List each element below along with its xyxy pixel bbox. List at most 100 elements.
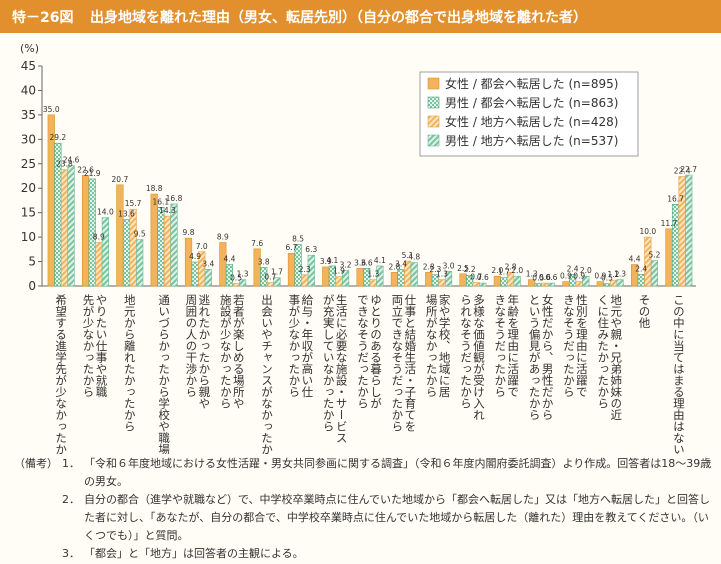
data-label: 9.5 (134, 230, 146, 239)
bar (425, 272, 433, 287)
data-label: 0.5 (230, 274, 242, 283)
category-label-text: きなそうだったから (493, 294, 507, 398)
legend-swatch (427, 77, 440, 90)
y-tick-label: 10 (21, 230, 36, 244)
bar (637, 273, 645, 287)
data-label: 10.0 (639, 227, 656, 236)
y-tick-label: 35 (21, 108, 36, 122)
category-label-text: 家や学校、地域に居 (438, 293, 452, 398)
data-label: 7.0 (196, 242, 208, 251)
note-number: 1． (62, 457, 80, 470)
data-label: 1.3 (367, 270, 379, 279)
bar (294, 244, 302, 287)
bar (260, 267, 268, 287)
data-label: 14.0 (97, 208, 114, 217)
data-label: 1.2 (608, 270, 620, 279)
bar (582, 275, 590, 287)
bar (67, 165, 75, 287)
data-label: 22.7 (680, 165, 697, 174)
bar (513, 275, 521, 287)
data-label: 1.3 (436, 270, 448, 279)
note-row-3: 3． 「都会」と「地方」は回答者の主観による。 (14, 545, 714, 563)
bar (363, 268, 371, 287)
notes-section: （備考） 1． 「令和６年度地域における女性活躍・男女共同参画に関する調査」（令… (14, 455, 714, 563)
data-label: 0.9 (573, 272, 585, 281)
y-tick-label: 25 (21, 157, 36, 171)
data-label: 14.3 (159, 206, 176, 215)
data-label: 13.6 (118, 210, 135, 219)
data-label: 4.4 (223, 254, 235, 263)
bar (95, 242, 103, 287)
bar (341, 270, 350, 287)
y-tick-label: 20 (21, 181, 36, 195)
y-unit-label: (%) (20, 42, 39, 55)
data-label: 20.7 (112, 175, 129, 184)
category-label-text: 先が少なかったから (81, 294, 95, 398)
bar (322, 266, 330, 287)
note-text: 自分の都合（進学や就職など）で、中学校卒業時点に住んでいた地域から「都会へ転居し… (84, 493, 711, 542)
data-label: 6.3 (305, 245, 317, 254)
data-label: 3.6 (354, 258, 366, 267)
legend-label: 男性 / 都会へ転居した (n=863) (445, 96, 618, 110)
bar (650, 260, 659, 287)
data-label: 3.4 (202, 259, 214, 268)
category-label-text: 逃れたかったから親や (197, 294, 211, 409)
data-label: 18.8 (146, 184, 163, 193)
data-label: 22.4 (674, 166, 691, 175)
bar (603, 283, 611, 287)
bar (163, 215, 172, 287)
data-label: 2.4 (635, 264, 647, 273)
figure-header: 特－26図 出身地域を離れた理由（男女、転居先別）（自分の都合で出身地域を離れた… (0, 0, 721, 33)
data-label: 5.1 (402, 251, 414, 260)
data-label: 0.6 (546, 273, 558, 282)
bar (301, 274, 309, 287)
data-label: 2.5 (457, 264, 469, 273)
y-tick-label: 30 (21, 132, 36, 146)
category-label-text: 年齢を理由に活躍で (506, 293, 520, 397)
category-label-text: その他 (638, 294, 652, 329)
category-label-text: 周囲の人の干渉から (184, 294, 198, 398)
y-tick-label: 45 (21, 59, 36, 73)
category-label-text: 施設が少なかったから (219, 294, 233, 409)
note-row-2: 2． 自分の都合（進学や就職など）で、中学校卒業時点に住んでいた地域から「都会へ… (14, 491, 714, 545)
data-label: 0.9 (594, 272, 606, 281)
category-label-text: 希望する進学先が少なかったから (54, 293, 68, 454)
data-label: 0.6 (477, 273, 489, 282)
data-label: 0.7 (470, 273, 482, 282)
data-label: 23.8 (56, 160, 73, 169)
category-label-text: 場所がなかったから (425, 294, 439, 398)
bar (287, 252, 296, 287)
bar (239, 279, 247, 287)
data-label: 11.7 (661, 219, 678, 228)
data-label: 4.9 (189, 252, 201, 261)
category-label-text: 若者が楽しめる場所や (232, 294, 246, 409)
y-tick-label: 15 (21, 206, 36, 220)
bar (541, 282, 549, 287)
data-label: 1.7 (271, 268, 283, 277)
bar (184, 237, 193, 287)
data-label: 3.9 (320, 257, 332, 266)
bar (534, 283, 542, 287)
bar (60, 169, 69, 287)
legend-label: 男性 / 地方へ転居した (n=537) (445, 133, 618, 148)
data-label: 1.3 (526, 270, 538, 279)
category-label-text: が充実していなかったから (322, 294, 336, 432)
data-label: 8.9 (217, 232, 229, 241)
bar (410, 262, 418, 287)
category-label-text: 出会いやチャンスがなかったから (260, 293, 274, 454)
data-label: 2.8 (388, 262, 400, 271)
note-text: 「令和６年度地域における女性活躍・男女共同参画に関する調査」（令和６年度内閣府委… (84, 457, 712, 488)
category-label-text: きなそうだったから (562, 294, 576, 398)
data-label: 2.0 (580, 266, 592, 275)
note-text: 「都会」と「地方」は回答者の主観による。 (84, 547, 304, 560)
data-label: 9.8 (183, 228, 195, 237)
data-label: 16.7 (667, 194, 684, 203)
category-label-text: 両立できなそうだったから (390, 294, 404, 432)
data-label: 6.7 (285, 243, 297, 252)
legend-swatch (427, 96, 440, 109)
